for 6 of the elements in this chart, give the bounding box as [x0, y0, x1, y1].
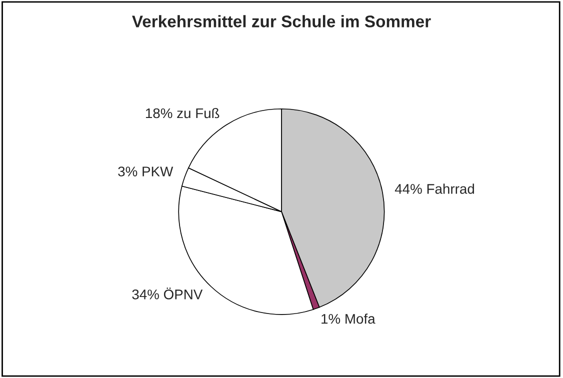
slice-label: 34% ÖPNV: [132, 288, 203, 300]
slice-label: 44% Fahrrad: [394, 184, 474, 194]
chart-title: Verkehrsmittel zur Schule im Sommer: [132, 15, 431, 28]
slice-label: 18% zu Fuß: [146, 108, 220, 118]
slice-label: 1% Mofa: [322, 314, 376, 324]
slice-label: 3% PKW: [118, 166, 174, 176]
